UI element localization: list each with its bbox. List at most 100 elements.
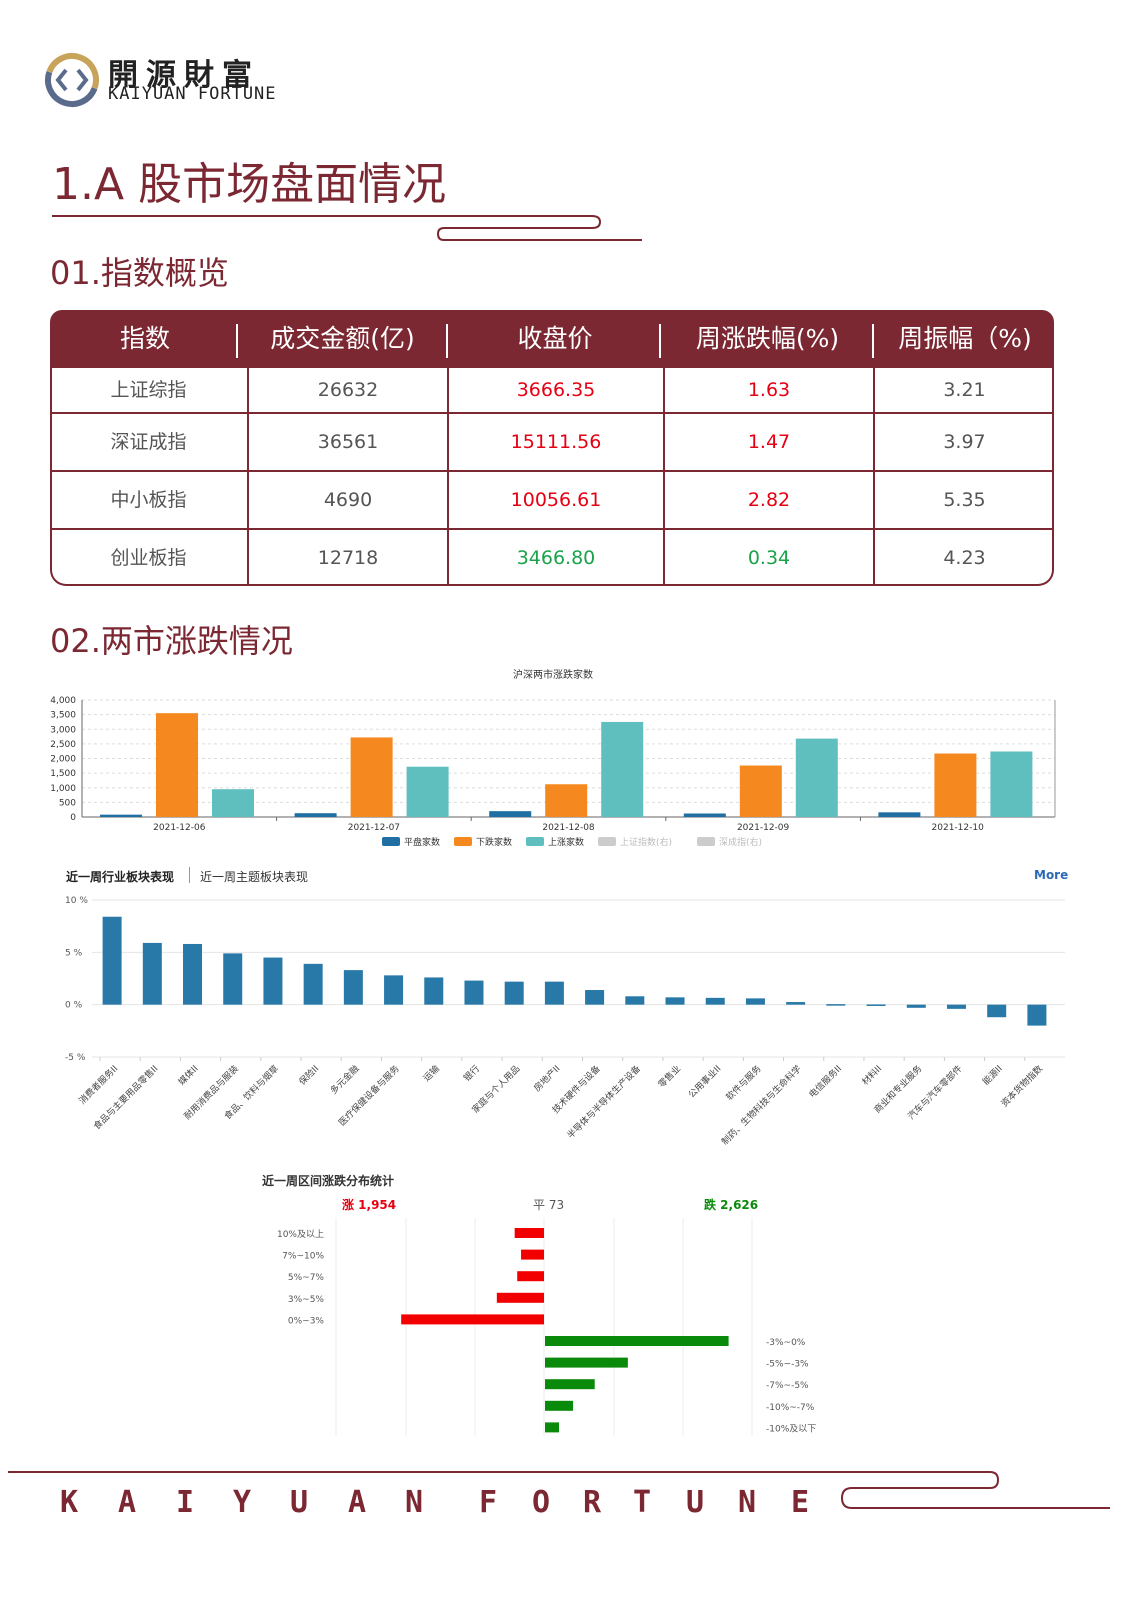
summary-up: 涨 1,954 [342, 1197, 396, 1212]
x-tick-label: 公用事业II [686, 1063, 724, 1101]
down-bin-label: -5%~-3% [766, 1360, 809, 1370]
y-tick-label: -5 % [65, 1053, 86, 1063]
sector-bar [183, 943, 203, 1005]
legend-label[interactable]: 深成指(右) [719, 836, 762, 848]
down-bin-label: -10%及以下 [766, 1423, 816, 1434]
y-tick-label: 3,500 [50, 711, 76, 721]
sector-bar [665, 997, 685, 1005]
bar-平盘家数 [294, 813, 337, 817]
x-tick-label: 媒体II [176, 1063, 201, 1088]
sector-bar [102, 916, 122, 1005]
cell-index-name: 上证综指 [110, 379, 187, 401]
legend-swatch [454, 837, 472, 846]
legend-label[interactable]: 下跌家数 [476, 836, 512, 848]
col-divider [247, 368, 249, 586]
y-tick-label: 2,500 [50, 740, 76, 750]
x-tick-label: 2021-12-07 [348, 823, 400, 833]
x-tick-label: 保险II [296, 1063, 321, 1088]
y-tick-label: 3,000 [50, 725, 76, 735]
footer-letter: A [118, 1485, 137, 1520]
sector-bar [343, 970, 363, 1005]
legend-label[interactable]: 上涨家数 [548, 836, 584, 848]
sector-bar [745, 998, 765, 1005]
x-tick-label: 软件与服务 [723, 1063, 763, 1103]
x-tick-label: 2021-12-10 [932, 823, 985, 833]
bar-平盘家数 [100, 814, 142, 817]
tab-industry[interactable]: 近一周行业板块表现 [66, 870, 175, 884]
header-divider [659, 324, 661, 358]
x-tick-label: 运输 [421, 1063, 442, 1084]
y-tick-label: 1,000 [50, 784, 76, 794]
legend-label[interactable]: 上证指数(右) [620, 836, 672, 848]
x-tick-label: 多元金融 [328, 1063, 362, 1097]
sector-bar [384, 975, 404, 1005]
sector-bar [504, 981, 524, 1005]
cell-amount: 4690 [323, 489, 373, 511]
cell-change: 0.34 [747, 547, 791, 569]
x-tick-label: 2021-12-06 [153, 823, 206, 833]
cell-close: 15111.56 [510, 431, 602, 453]
cell-amplitude: 3.21 [943, 379, 986, 401]
tab-divider [189, 867, 190, 883]
bar-上涨家数 [990, 751, 1033, 817]
advance-decline-chart: 沪深两市涨跌家数 0 500 1,000 1,500 2,000 2,500 3,000 3,5… [50, 668, 1056, 848]
legend-swatch [382, 837, 400, 846]
more-link[interactable]: More [1034, 868, 1069, 882]
bar-下跌家数 [156, 713, 198, 817]
tab-theme[interactable]: 近一周主题板块表现 [200, 870, 309, 884]
down-bin-label: -10%~-7% [766, 1403, 815, 1413]
header-close: 收盘价 [517, 324, 593, 353]
y-tick-label: 1,500 [50, 769, 76, 779]
footer-letter: K [60, 1485, 79, 1520]
header-divider [236, 324, 238, 358]
x-tick-label: 消费者服务II [76, 1063, 120, 1107]
legend-label[interactable]: 平盘家数 [404, 836, 440, 848]
x-tick-label: 食品与主要用品零售II [91, 1063, 161, 1133]
title-underline [52, 215, 642, 241]
footer-letter: I [176, 1485, 195, 1520]
cell-amount: 12718 [317, 547, 379, 569]
sector-bar [263, 957, 283, 1005]
sector-bar [464, 980, 484, 1005]
sector-bar [223, 953, 243, 1005]
sector-bar [826, 1004, 846, 1006]
sector-bar [303, 963, 323, 1005]
sector-bar [625, 996, 645, 1005]
cell-amplitude: 4.23 [943, 547, 986, 569]
down-bin-label: -3%~0% [766, 1338, 806, 1348]
down-bin-bar [545, 1357, 628, 1368]
sector-bar [987, 1004, 1007, 1018]
y-tick-label: 4,000 [50, 696, 76, 706]
down-bin-bar [545, 1400, 574, 1411]
chart-title: 沪深两市涨跌家数 [513, 668, 593, 681]
footer-letter: U [686, 1485, 705, 1520]
bar-平盘家数 [489, 811, 532, 817]
sector-bar [544, 981, 564, 1005]
cell-amplitude: 5.35 [943, 489, 986, 511]
footer-letter: N [738, 1485, 757, 1520]
sector-bar [866, 1004, 886, 1006]
col-divider [447, 368, 449, 586]
sector-bar [906, 1004, 926, 1008]
up-bin-bar [401, 1314, 544, 1325]
y-tick-label: 2,000 [50, 755, 76, 765]
up-bin-bar [496, 1292, 544, 1303]
bar-平盘家数 [683, 813, 726, 817]
down-bin-bar [545, 1379, 595, 1390]
table-header [50, 310, 1054, 368]
sector-bar [424, 977, 444, 1005]
bar-上涨家数 [795, 738, 838, 817]
cell-change: 1.47 [747, 431, 791, 453]
x-tick-label: 材料II [859, 1063, 884, 1088]
distribution-title: 近一周区间涨跌分布统计 [262, 1173, 394, 1188]
row-divider [50, 470, 1054, 472]
y-tick-label: 0 [70, 813, 76, 823]
cell-amount: 36561 [317, 431, 379, 453]
cell-change: 1.63 [747, 379, 791, 401]
footer-letter: O [532, 1485, 551, 1520]
logo-icon [45, 53, 99, 107]
y-tick-label: 500 [59, 798, 76, 808]
legend-swatch [598, 837, 616, 846]
